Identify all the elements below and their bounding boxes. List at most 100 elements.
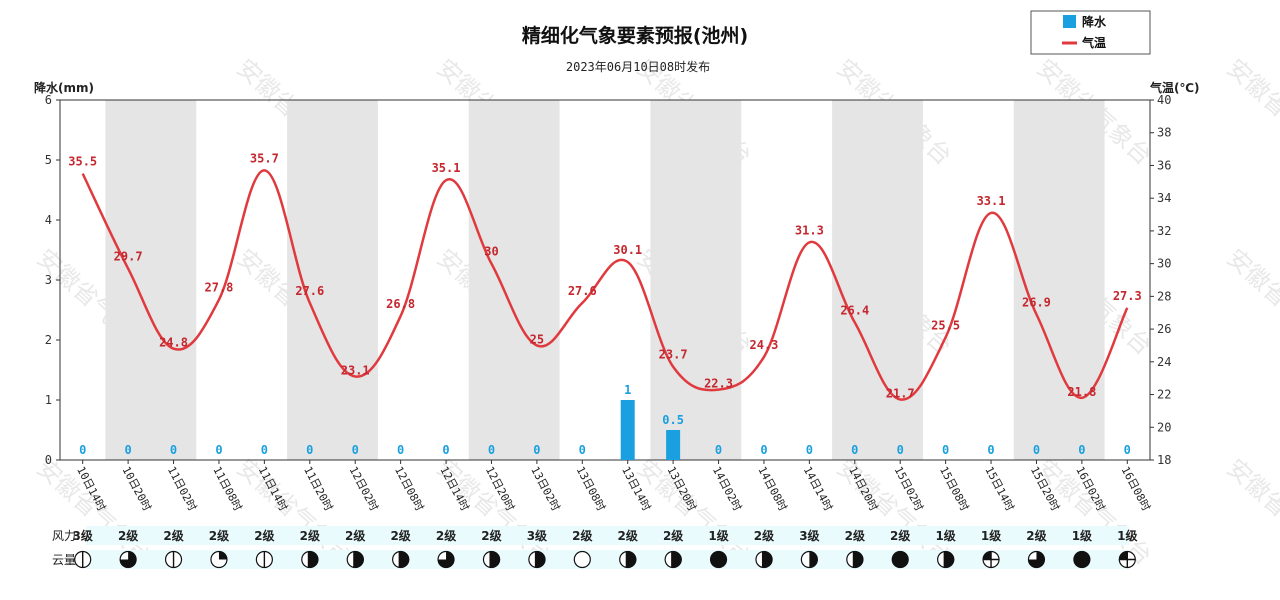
rain-value-label: 0 [579, 443, 586, 457]
wind-level: 3级 [73, 528, 93, 543]
quarter-filled-icon [1118, 550, 1136, 569]
x-tick-label: 15日14时 [982, 464, 1016, 513]
x-tick-label: 12日08时 [392, 464, 426, 513]
left-tick-label: 5 [45, 153, 52, 167]
x-tick-label: 10日20时 [119, 464, 153, 513]
legend-temp-label: 气温 [1081, 35, 1106, 50]
wind-row-label: 风力: [52, 529, 80, 543]
mostly-filled-icon [846, 550, 864, 569]
temp-value-label: 26.9 [1022, 295, 1051, 309]
temp-value-label: 21.8 [1067, 385, 1096, 399]
temp-value-label: 30 [484, 245, 498, 259]
temp-value-label: 35.1 [432, 161, 461, 175]
mostly-filled-icon [528, 550, 546, 569]
right-tick-label: 26 [1157, 322, 1171, 336]
wind-level: 2级 [572, 528, 592, 543]
mostly-filled-icon [482, 550, 501, 569]
rain-value-label: 0 [987, 443, 994, 457]
right-tick-label: 38 [1157, 126, 1171, 140]
mostly-filled-icon [346, 550, 364, 569]
wind-level: 2级 [390, 528, 410, 543]
right-tick-label: 22 [1157, 388, 1171, 402]
three-quarter-icon [1027, 550, 1046, 569]
x-tick-label: 13日20时 [664, 464, 698, 513]
left-axis-title: 降水(mm) [34, 80, 94, 95]
left-tick-label: 1 [45, 393, 52, 407]
right-tick-label: 36 [1157, 158, 1171, 172]
right-tick-label: 28 [1157, 289, 1171, 303]
x-tick-label: 11日08时 [210, 464, 244, 513]
rain-value-label: 0 [760, 443, 767, 457]
wind-row-bg [86, 526, 1129, 545]
x-tick-label: 12日20时 [483, 464, 517, 513]
rain-value-label: 1 [624, 383, 631, 397]
temp-value-label: 24.3 [750, 338, 779, 352]
legend-rain-swatch [1063, 15, 1076, 28]
wind-level: 3级 [527, 528, 547, 543]
rain-value-label: 0 [261, 443, 268, 457]
night-band [1013, 100, 1105, 460]
night-band [650, 100, 742, 460]
temp-value-label: 25 [530, 332, 544, 346]
rain-value-label: 0 [806, 443, 813, 457]
rain-value-label: 0 [352, 443, 359, 457]
rain-value-label: 0 [1033, 443, 1040, 457]
wind-level: 2级 [618, 528, 638, 543]
rain-value-label: 0 [306, 443, 313, 457]
wind-level: 1级 [935, 528, 955, 543]
wind-level: 1级 [1117, 528, 1137, 543]
wind-level: 1级 [708, 528, 728, 543]
mostly-filled-icon [619, 550, 637, 569]
right-tick-label: 34 [1157, 191, 1171, 205]
right-tick-label: 18 [1157, 453, 1171, 467]
rain-value-label: 0 [1124, 443, 1131, 457]
temp-value-label: 31.3 [795, 223, 824, 237]
left-tick-label: 4 [45, 213, 52, 227]
wind-level: 2级 [300, 528, 320, 543]
half-icon [800, 550, 818, 569]
wind-level: 2级 [118, 528, 138, 543]
overcast-icon [891, 550, 909, 569]
rain-value-label: 0 [125, 443, 132, 457]
x-tick-label: 11日14时 [256, 464, 290, 513]
temp-value-label: 29.7 [114, 250, 143, 264]
rain-value-label: 0 [897, 443, 904, 457]
three-quarter-icon [437, 550, 455, 569]
left-tick-label: 0 [45, 453, 52, 467]
temp-value-label: 23.7 [659, 348, 688, 362]
clear-icon [573, 550, 591, 569]
rain-value-label: 0 [942, 443, 949, 457]
temp-value-label: 23.1 [341, 364, 370, 378]
chart-title: 精细化气象要素预报(池州) [522, 24, 748, 47]
mostly-filled-icon [937, 550, 955, 569]
x-tick-label: 13日08时 [574, 464, 608, 513]
x-tick-label: 11日02时 [165, 464, 199, 513]
rain-bar [620, 400, 635, 460]
vertical-split-icon [164, 550, 183, 569]
x-tick-label: 11日20时 [301, 464, 335, 513]
wind-level: 2级 [754, 528, 774, 543]
quarter-filled-icon [982, 550, 1000, 569]
wind-level: 2级 [845, 528, 865, 543]
x-tick-label: 16日08时 [1119, 464, 1153, 513]
mostly-filled-icon [301, 550, 319, 569]
wind-level: 2级 [345, 528, 365, 543]
chart-subtitle: 2023年06月10日08时发布 [566, 59, 710, 74]
cloud-row-label: 云量: [52, 553, 80, 567]
rain-value-label: 0 [397, 443, 404, 457]
x-tick-label: 10日14时 [74, 464, 108, 513]
overcast-icon [1073, 550, 1091, 569]
night-band [105, 100, 197, 460]
right-axis-title: 气温(℃) [1149, 80, 1200, 95]
x-tick-label: 15日20时 [1028, 464, 1062, 513]
wind-level: 2级 [209, 528, 229, 543]
x-tick-label: 13日14时 [619, 464, 653, 513]
temp-value-label: 26.8 [386, 297, 415, 311]
wind-level: 2级 [254, 528, 274, 543]
rain-value-label: 0 [488, 443, 495, 457]
right-tick-label: 24 [1157, 355, 1171, 369]
rain-value-label: 0 [533, 443, 540, 457]
wind-level: 2级 [163, 528, 183, 543]
